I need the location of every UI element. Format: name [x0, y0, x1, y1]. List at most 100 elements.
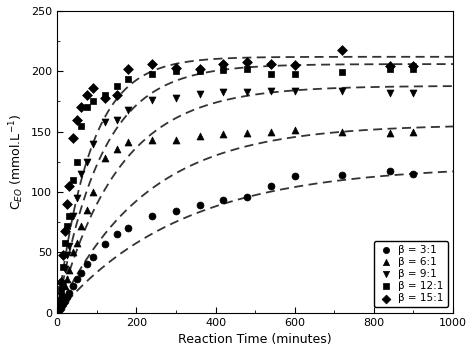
β = 9:1 — [410, 90, 417, 96]
β = 3:1 — [64, 294, 71, 300]
β = 3:1 — [59, 301, 67, 307]
β = 12:1 — [338, 70, 346, 75]
β = 9:1 — [244, 89, 251, 95]
β = 15:1 — [196, 66, 203, 72]
β = 12:1 — [89, 98, 97, 104]
β = 12:1 — [57, 286, 65, 291]
β = 3:1 — [57, 305, 65, 311]
β = 15:1 — [219, 61, 227, 67]
β = 6:1 — [55, 305, 63, 311]
β = 9:1 — [59, 281, 67, 287]
β = 9:1 — [64, 252, 71, 258]
β = 15:1 — [89, 85, 97, 91]
β = 12:1 — [196, 68, 203, 74]
β = 15:1 — [101, 95, 109, 101]
β = 6:1 — [410, 129, 417, 134]
β = 12:1 — [125, 76, 132, 81]
β = 12:1 — [55, 300, 63, 306]
β = 3:1 — [291, 173, 299, 179]
β = 15:1 — [73, 117, 81, 122]
β = 6:1 — [57, 300, 65, 306]
β = 6:1 — [83, 207, 91, 213]
β = 3:1 — [89, 254, 97, 260]
β = 9:1 — [172, 95, 180, 101]
β = 15:1 — [55, 298, 63, 303]
β = 9:1 — [101, 119, 109, 125]
β = 12:1 — [61, 240, 69, 245]
β = 12:1 — [113, 83, 120, 89]
β = 3:1 — [125, 225, 132, 231]
β = 15:1 — [83, 92, 91, 98]
β = 3:1 — [83, 262, 91, 267]
β = 3:1 — [244, 194, 251, 199]
β = 15:1 — [244, 59, 251, 65]
β = 6:1 — [113, 146, 120, 151]
β = 12:1 — [267, 71, 275, 77]
β = 12:1 — [59, 264, 67, 270]
β = 15:1 — [113, 92, 120, 98]
β = 3:1 — [113, 231, 120, 237]
β = 3:1 — [172, 208, 180, 214]
β = 12:1 — [410, 66, 417, 72]
β = 6:1 — [338, 129, 346, 134]
β = 6:1 — [267, 129, 275, 134]
β = 3:1 — [55, 307, 63, 313]
β = 6:1 — [65, 268, 73, 273]
β = 15:1 — [57, 280, 65, 285]
Legend: β = 3:1, β = 6:1, β = 9:1, β = 12:1, β = 15:1: β = 3:1, β = 6:1, β = 9:1, β = 12:1, β =… — [374, 241, 448, 307]
β = 3:1 — [219, 198, 227, 203]
β = 6:1 — [244, 130, 251, 136]
β = 6:1 — [64, 276, 71, 282]
β = 3:1 — [69, 283, 77, 289]
β = 6:1 — [148, 137, 156, 143]
β = 12:1 — [69, 177, 77, 183]
β = 9:1 — [89, 141, 97, 146]
β = 3:1 — [73, 276, 81, 282]
β = 6:1 — [77, 223, 85, 229]
β = 3:1 — [148, 213, 156, 219]
β = 3:1 — [101, 241, 109, 247]
β = 9:1 — [219, 89, 227, 95]
β = 15:1 — [69, 135, 77, 140]
β = 15:1 — [410, 64, 417, 69]
β = 6:1 — [89, 189, 97, 195]
β = 3:1 — [338, 172, 346, 178]
β = 12:1 — [83, 104, 91, 110]
β = 12:1 — [148, 71, 156, 77]
β = 15:1 — [59, 252, 67, 258]
β = 12:1 — [64, 223, 71, 229]
β = 6:1 — [61, 283, 69, 289]
β = 12:1 — [65, 213, 73, 219]
β = 15:1 — [125, 66, 132, 72]
β = 9:1 — [55, 303, 63, 308]
β = 12:1 — [73, 159, 81, 164]
β = 15:1 — [172, 65, 180, 71]
β = 6:1 — [69, 250, 77, 255]
β = 9:1 — [57, 293, 65, 299]
β = 12:1 — [219, 67, 227, 73]
β = 12:1 — [77, 123, 85, 128]
β = 15:1 — [291, 62, 299, 68]
β = 3:1 — [77, 270, 85, 276]
β = 9:1 — [196, 91, 203, 97]
β = 9:1 — [73, 195, 81, 201]
β = 3:1 — [386, 169, 393, 174]
β = 6:1 — [386, 130, 393, 136]
β = 15:1 — [64, 201, 71, 207]
β = 6:1 — [196, 134, 203, 139]
β = 6:1 — [125, 140, 132, 145]
β = 6:1 — [219, 131, 227, 137]
β = 9:1 — [148, 97, 156, 103]
β = 15:1 — [338, 47, 346, 52]
β = 9:1 — [83, 159, 91, 164]
β = 9:1 — [386, 90, 393, 96]
β = 3:1 — [410, 171, 417, 177]
β = 9:1 — [77, 171, 85, 177]
β = 6:1 — [59, 292, 67, 297]
β = 12:1 — [244, 66, 251, 72]
β = 15:1 — [77, 104, 85, 110]
β = 15:1 — [148, 61, 156, 67]
β = 6:1 — [101, 155, 109, 161]
β = 6:1 — [73, 240, 81, 245]
β = 6:1 — [172, 137, 180, 143]
